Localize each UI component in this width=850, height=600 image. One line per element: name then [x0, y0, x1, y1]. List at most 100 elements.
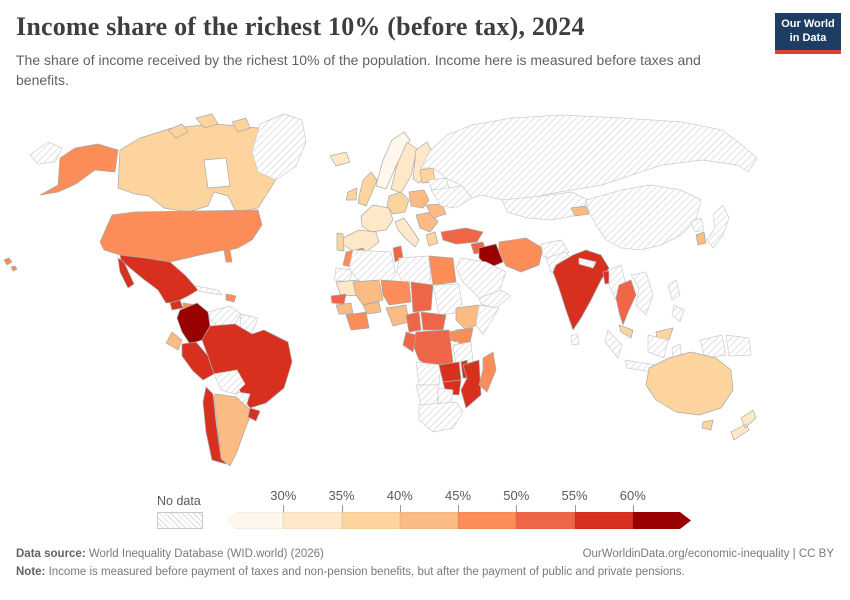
country-norway[interactable] — [375, 131, 411, 190]
legend-no-data-swatch[interactable] — [157, 512, 203, 529]
country-australia[interactable] — [645, 351, 734, 431]
country-usa[interactable] — [99, 209, 263, 263]
country-mexico[interactable] — [117, 254, 199, 304]
country-ukraine[interactable] — [430, 185, 473, 209]
legend-tick-label: 55% — [561, 488, 588, 503]
country-uruguay[interactable] — [247, 407, 261, 422]
legend-bar: 30% 35% 40% 45% 50% 55% 60% — [225, 488, 691, 529]
country-angola[interactable] — [415, 361, 442, 386]
country-germany[interactable] — [386, 191, 410, 215]
legend-bin-35-40[interactable] — [341, 512, 400, 529]
legend-tick — [516, 505, 518, 512]
country-hawaii[interactable] — [3, 257, 18, 272]
legend-no-data-label: No data — [157, 494, 201, 508]
country-niger[interactable] — [380, 279, 412, 306]
country-senegal[interactable] — [330, 293, 347, 305]
country-argentina[interactable] — [213, 393, 253, 467]
country-chad[interactable] — [410, 281, 434, 313]
legend-tick — [458, 505, 459, 512]
country-canada[interactable] — [117, 123, 288, 213]
legend-tick — [399, 505, 401, 512]
owid-logo[interactable]: Our World in Data — [775, 13, 841, 54]
country-japan[interactable] — [706, 204, 730, 249]
legend-bin-50-55[interactable] — [516, 512, 575, 529]
country-south-africa[interactable] — [418, 401, 464, 433]
country-iran[interactable] — [498, 237, 544, 273]
legend-bin-45-50[interactable] — [458, 512, 517, 529]
country-north-korea[interactable] — [690, 217, 705, 233]
country-sri-lanka[interactable] — [570, 333, 580, 346]
legend-bin-40-45[interactable] — [399, 512, 458, 529]
legend-tick — [341, 505, 343, 512]
country-nepal[interactable] — [578, 257, 597, 269]
country-mali[interactable] — [352, 279, 384, 306]
country-madagascar[interactable] — [478, 351, 497, 393]
country-philippines[interactable] — [667, 279, 685, 323]
country-france[interactable] — [360, 204, 394, 233]
country-india[interactable] — [552, 249, 610, 331]
country-thailand[interactable] — [615, 279, 637, 326]
country-poland[interactable] — [408, 189, 430, 209]
country-chile[interactable] — [202, 386, 227, 465]
country-central-african-republic[interactable] — [420, 311, 447, 331]
country-italy[interactable] — [394, 217, 420, 248]
data-source-label: Data source: — [16, 548, 86, 560]
country-romania[interactable] — [425, 203, 447, 219]
country-portugal[interactable] — [336, 232, 345, 252]
data-source-line: Data source: World Inequality Database (… — [16, 546, 324, 564]
country-nigeria[interactable] — [385, 304, 410, 327]
country-congo-gabon[interactable] — [402, 331, 417, 353]
country-guinea[interactable] — [335, 302, 354, 315]
country-ecuador[interactable] — [165, 331, 183, 351]
owid-url-link[interactable]: OurWorldinData.org/economic-inequality |… — [582, 548, 834, 560]
chart-footer: Data source: World Inequality Database (… — [16, 546, 834, 582]
world-map — [0, 100, 850, 490]
legend-bin-gt60[interactable] — [633, 512, 691, 529]
owid-logo-line2: in Data — [789, 31, 827, 44]
country-greenland[interactable] — [251, 113, 307, 181]
legend-tick-label: 60% — [619, 488, 646, 503]
country-peru[interactable] — [181, 341, 215, 381]
country-canada-arctic-islands[interactable] — [167, 113, 251, 139]
country-new-zealand[interactable] — [730, 409, 757, 441]
country-cameroon[interactable] — [405, 311, 422, 333]
country-greece[interactable] — [425, 231, 439, 247]
country-ghana-ivory-coast[interactable] — [345, 311, 370, 331]
legend-tick-label: 40% — [386, 488, 413, 503]
country-malaysia[interactable] — [618, 324, 674, 341]
country-bolivia[interactable] — [213, 369, 246, 395]
owid-logo-red-bar — [775, 50, 841, 54]
country-turkey[interactable] — [440, 227, 484, 245]
country-brazil[interactable] — [201, 323, 293, 409]
country-south-korea[interactable] — [695, 231, 707, 246]
country-zambia[interactable] — [438, 361, 462, 383]
world-map-svg — [3, 113, 758, 467]
country-alaska[interactable] — [39, 143, 119, 196]
legend-bin-55-60[interactable] — [574, 512, 633, 529]
country-egypt[interactable] — [428, 255, 457, 286]
country-russia[interactable] — [420, 114, 758, 206]
country-ireland[interactable] — [345, 187, 358, 201]
country-cuba[interactable] — [195, 285, 223, 296]
note-text: Income is measured before payment of tax… — [45, 565, 685, 578]
country-somalia[interactable] — [475, 304, 500, 336]
legend-bin-30-35[interactable] — [283, 512, 342, 529]
country-burkina-faso[interactable] — [362, 301, 382, 315]
country-kyrgyzstan[interactable] — [570, 205, 590, 217]
map-legend: No data 30% 35% 40% 45% 50% 55% 60% — [0, 488, 850, 538]
country-laos-vietnam[interactable] — [630, 271, 654, 316]
country-papua-new-guinea[interactable] — [725, 334, 752, 357]
legend-bin-lt30[interactable] — [225, 512, 284, 529]
country-yemen-oman[interactable] — [478, 289, 512, 309]
country-chukotka[interactable] — [29, 141, 63, 165]
country-guatemala[interactable] — [169, 299, 184, 311]
country-venezuela[interactable] — [207, 305, 242, 328]
country-mozambique[interactable] — [460, 359, 482, 409]
legend-tick-label: 30% — [270, 488, 297, 503]
country-uk[interactable] — [357, 171, 378, 207]
legend-tick — [283, 505, 285, 512]
country-china-mongolia[interactable] — [585, 184, 702, 251]
country-iceland[interactable] — [329, 151, 351, 167]
country-hispaniola[interactable] — [225, 293, 237, 303]
